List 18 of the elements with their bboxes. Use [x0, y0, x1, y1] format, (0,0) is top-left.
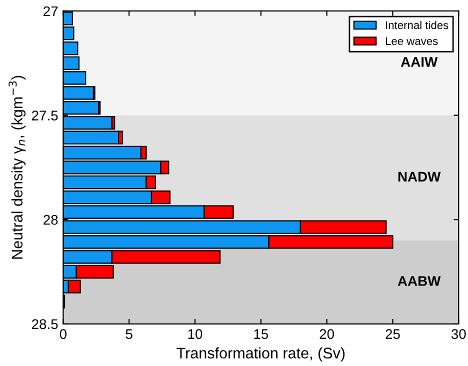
band-label: AABW — [398, 276, 441, 286]
x-tick-label: 10 — [188, 329, 202, 339]
x-tick-label: 30 — [451, 329, 466, 339]
legend-label: Lee waves — [386, 37, 438, 46]
y-tick-label: 28 — [44, 214, 58, 225]
band-label: NADW — [398, 172, 441, 182]
y-tick-label: 27 — [44, 6, 58, 16]
x-tick-label: 0 — [60, 329, 66, 339]
x-tick-label: 5 — [126, 329, 132, 339]
y-tick-label: 28.5 — [32, 319, 58, 330]
y-tick-label: 27.5 — [32, 110, 58, 120]
x-tick-label: 25 — [386, 329, 400, 339]
x-tick-label: 20 — [320, 329, 334, 339]
x-tick-label: 15 — [254, 329, 268, 339]
band-label: AAIW — [400, 57, 438, 67]
x-axis-title: Transformation rate, (Sv) — [176, 347, 345, 362]
legend-label: Internal tides — [386, 20, 448, 30]
y-axis-title: Neutral density γ$_{n}$, (kgm$^{−3}$) — [8, 76, 26, 259]
